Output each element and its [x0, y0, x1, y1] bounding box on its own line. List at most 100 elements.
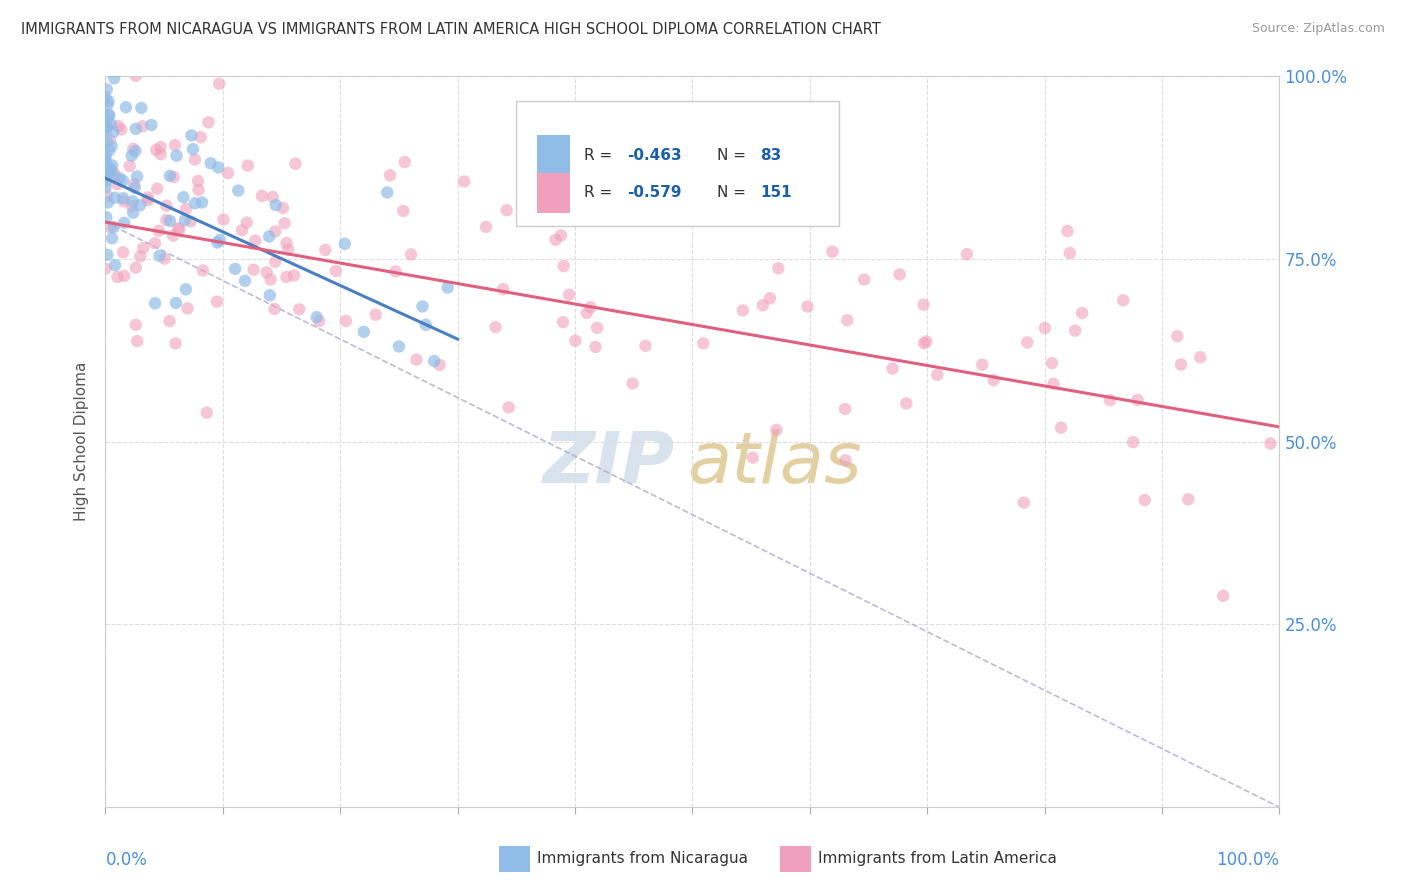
Text: -0.579: -0.579: [627, 186, 682, 201]
Point: [495, 203, 517, 218]
Point: [498, 401, 520, 415]
Text: 83: 83: [761, 148, 782, 163]
Point: [165, 296, 187, 310]
Point: [1042, 376, 1064, 391]
Text: 100.0%: 100.0%: [1216, 851, 1279, 869]
Point: [103, 220, 125, 235]
Point: [191, 263, 214, 277]
Point: [411, 300, 433, 314]
Point: [263, 301, 285, 316]
Point: [634, 339, 657, 353]
Point: [912, 336, 935, 351]
Point: [131, 120, 153, 134]
Point: [165, 336, 187, 351]
Text: Immigrants from Latin America: Immigrants from Latin America: [818, 852, 1057, 866]
Point: [112, 268, 135, 283]
Point: [121, 194, 143, 209]
Point: [167, 221, 190, 235]
Point: [94, 180, 117, 194]
Point: [250, 189, 273, 203]
Point: [207, 235, 229, 250]
Point: [159, 214, 181, 228]
Point: [111, 174, 134, 188]
FancyBboxPatch shape: [516, 102, 839, 226]
Point: [169, 222, 191, 236]
Point: [1017, 335, 1039, 350]
Point: [259, 288, 281, 302]
Text: 151: 151: [761, 186, 792, 201]
Point: [242, 262, 264, 277]
Point: [97, 108, 120, 122]
Point: [100, 220, 122, 235]
Point: [122, 205, 145, 219]
Point: [273, 216, 295, 230]
Point: [415, 318, 437, 332]
Point: [208, 233, 231, 247]
Point: [118, 159, 141, 173]
Point: [325, 264, 347, 278]
Point: [475, 219, 498, 234]
Point: [98, 165, 121, 179]
Point: [207, 161, 229, 175]
Point: [834, 402, 856, 417]
Point: [333, 236, 356, 251]
Point: [94, 119, 117, 133]
Point: [429, 358, 451, 372]
Point: [103, 125, 125, 139]
Point: [492, 282, 515, 296]
Point: [184, 196, 207, 211]
Point: [136, 190, 159, 204]
Point: [125, 69, 148, 83]
Point: [131, 101, 153, 115]
Point: [112, 216, 135, 230]
Point: [288, 302, 311, 317]
Point: [915, 334, 938, 349]
Point: [100, 139, 122, 153]
Bar: [537, 173, 571, 213]
Point: [121, 199, 143, 213]
Point: [388, 339, 411, 353]
Point: [882, 361, 904, 376]
Point: [98, 133, 121, 147]
Point: [94, 174, 117, 188]
Point: [143, 236, 166, 251]
Point: [105, 178, 128, 192]
Point: [163, 138, 186, 153]
Point: [1064, 324, 1087, 338]
Point: [768, 261, 790, 276]
Point: [103, 71, 125, 86]
Point: [585, 340, 607, 354]
Point: [155, 198, 177, 212]
Point: [96, 135, 118, 149]
Point: [972, 358, 994, 372]
Point: [264, 254, 287, 268]
Point: [1050, 420, 1073, 434]
Point: [308, 314, 330, 328]
Point: [94, 168, 117, 182]
Point: [180, 128, 202, 143]
Point: [96, 169, 118, 183]
Point: [544, 233, 567, 247]
Text: ZIP: ZIP: [543, 429, 675, 498]
Point: [551, 315, 574, 329]
Point: [94, 261, 117, 276]
Point: [149, 140, 172, 154]
Point: [262, 190, 284, 204]
Point: [104, 191, 127, 205]
Point: [127, 169, 149, 184]
Point: [405, 352, 427, 367]
Point: [752, 298, 775, 312]
Point: [96, 120, 118, 135]
Point: [564, 334, 586, 348]
Point: [143, 296, 166, 310]
Point: [101, 158, 124, 172]
Point: [821, 244, 844, 259]
Point: [107, 119, 129, 133]
Point: [1112, 293, 1135, 308]
Point: [141, 118, 163, 132]
Point: [96, 169, 118, 183]
Point: [399, 247, 422, 261]
Point: [110, 122, 132, 136]
Point: [104, 258, 127, 272]
Point: [1059, 246, 1081, 260]
